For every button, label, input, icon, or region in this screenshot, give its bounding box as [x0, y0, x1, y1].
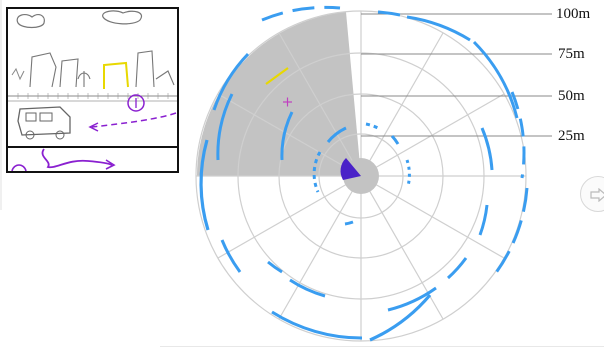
distance-label-50m: 50m: [558, 89, 585, 104]
arrow-right-icon: [590, 188, 604, 202]
bottom-divider: [160, 346, 604, 347]
distance-label-100m: 100m: [556, 7, 590, 22]
distance-label-75m: 75m: [558, 47, 585, 62]
distance-label-25m: 25m: [558, 129, 585, 144]
